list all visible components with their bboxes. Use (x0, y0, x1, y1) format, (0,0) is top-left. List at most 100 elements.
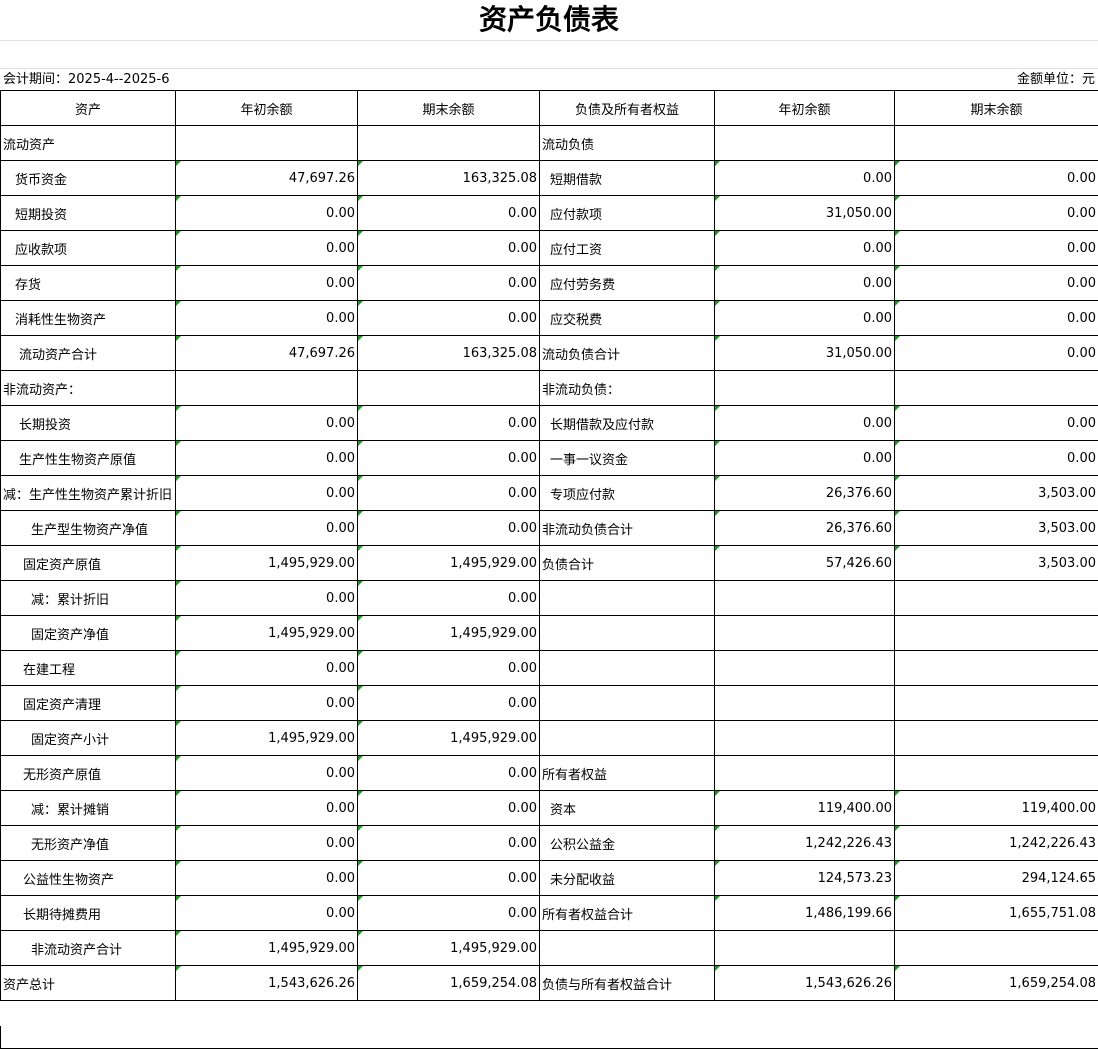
header-cell: 资产 (0, 90, 176, 126)
amount-cell: 124,573.23 (714, 860, 895, 896)
label-cell: 短期借款 (539, 160, 715, 196)
amount-cell: 0.00 (894, 230, 1098, 266)
label-cell: 存货 (0, 265, 176, 301)
amount-cell: 1,242,226.43 (894, 825, 1098, 861)
amount-cell: 0.00 (357, 405, 540, 441)
amount-cell (894, 125, 1098, 161)
amount-cell: 47,697.26 (175, 335, 358, 371)
amount-cell: 1,495,929.00 (175, 615, 358, 651)
label-cell (539, 720, 715, 756)
label-cell: 应付工资 (539, 230, 715, 266)
amount-cell: 0.00 (175, 860, 358, 896)
blank-row (0, 1026, 1098, 1049)
label-cell: 负债与所有者权益合计 (539, 965, 715, 1001)
data-row: 在建工程 0.00 0.00 (0, 650, 1098, 686)
label-cell: 消耗性生物资产 (0, 300, 176, 336)
header-cell: 期末余额 (894, 90, 1098, 126)
amount-cell: 0.00 (357, 755, 540, 791)
amount-cell: 119,400.00 (894, 790, 1098, 826)
label-cell: 公积公益金 (539, 825, 715, 861)
amount-cell (894, 615, 1098, 651)
data-row: 资产总计 1,543,626.26 1,659,254.08 负债与所有者权益合计 1,… (0, 965, 1098, 1001)
label-cell: 未分配收益 (539, 860, 715, 896)
label-cell: 所有者权益 (539, 755, 715, 791)
amount-cell: 119,400.00 (714, 790, 895, 826)
label-cell: 货币资金 (0, 160, 176, 196)
data-row: 短期投资 0.00 0.00 应付款项 31,050.00 0.00 (0, 195, 1098, 231)
amount-cell (357, 370, 540, 406)
amount-cell: 1,495,929.00 (357, 615, 540, 651)
amount-cell: 1,659,254.08 (357, 965, 540, 1001)
amount-cell: 57,426.60 (714, 545, 895, 581)
amount-cell: 0.00 (357, 195, 540, 231)
label-cell: 资产总计 (0, 965, 176, 1001)
amount-cell (894, 930, 1098, 966)
header-cell: 年初余额 (175, 90, 358, 126)
label-cell: 负债合计 (539, 545, 715, 581)
label-cell (539, 615, 715, 651)
data-row: 非流动资产合计 1,495,929.00 1,495,929.00 (0, 930, 1098, 966)
header-cell: 期末余额 (357, 90, 540, 126)
amount-cell (714, 720, 895, 756)
label-cell: 固定资产原值 (0, 545, 176, 581)
label-cell: 固定资产小计 (0, 720, 176, 756)
amount-cell: 0.00 (357, 300, 540, 336)
amount-cell: 1,495,929.00 (357, 545, 540, 581)
amount-cell: 0.00 (175, 650, 358, 686)
label-cell: 长期借款及应付款 (539, 405, 715, 441)
unit: 金额单位：元 (1016, 72, 1095, 87)
data-row: 固定资产净值 1,495,929.00 1,495,929.00 (0, 615, 1098, 651)
label-cell: 流动资产 (0, 125, 176, 161)
title: 资产负债表 (0, 0, 1098, 41)
amount-cell: 26,376.60 (714, 510, 895, 546)
label-cell: 应交税费 (539, 300, 715, 336)
amount-cell: 0.00 (175, 300, 358, 336)
data-row: 无形资产净值 0.00 0.00 公积公益金 1,242,226.43 1,242,226… (0, 825, 1098, 861)
label-cell: 非流动负债： (539, 370, 715, 406)
data-row: 存货 0.00 0.00 应付劳务费 0.00 0.00 (0, 265, 1098, 301)
amount-cell: 0.00 (175, 230, 358, 266)
data-row: 减：累计摊销 0.00 0.00 资本 119,400.00 119,400.00 (0, 790, 1098, 826)
data-row: 非流动资产： 非流动负债： (0, 370, 1098, 406)
amount-cell (714, 580, 895, 616)
amount-cell: 1,495,929.00 (175, 720, 358, 756)
header-row: 资产 年初余额 期末余额 负债及所有者权益 年初余额 期末余额 (0, 90, 1098, 126)
label-cell: 所有者权益合计 (539, 895, 715, 931)
label-cell (539, 580, 715, 616)
data-row: 消耗性生物资产 0.00 0.00 应交税费 0.00 0.00 (0, 300, 1098, 336)
amount-cell: 0.00 (714, 405, 895, 441)
amount-cell: 0.00 (714, 440, 895, 476)
info-row: 会计期间：2025-4--2025-6 金额单位：元 (0, 68, 1098, 91)
label-cell: 在建工程 (0, 650, 176, 686)
label-cell: 非流动负债合计 (539, 510, 715, 546)
amount-cell (357, 125, 540, 161)
label-cell: 专项应付款 (539, 475, 715, 511)
amount-cell (894, 755, 1098, 791)
amount-cell: 0.00 (357, 580, 540, 616)
amount-cell: 0.00 (175, 440, 358, 476)
amount-cell: 1,495,929.00 (357, 720, 540, 756)
data-row: 无形资产原值 0.00 0.00 所有者权益 (0, 755, 1098, 791)
amount-cell: 31,050.00 (714, 195, 895, 231)
amount-cell: 0.00 (357, 895, 540, 931)
label-cell (539, 930, 715, 966)
label-cell: 固定资产净值 (0, 615, 176, 651)
amount-cell: 0.00 (357, 650, 540, 686)
amount-cell (714, 125, 895, 161)
amount-cell: 163,325.08 (357, 335, 540, 371)
amount-cell (714, 650, 895, 686)
label-cell (539, 650, 715, 686)
amount-cell: 1,495,929.00 (357, 930, 540, 966)
data-row: 减：累计折旧 0.00 0.00 (0, 580, 1098, 616)
header-cell: 年初余额 (714, 90, 895, 126)
amount-cell: 1,486,199.66 (714, 895, 895, 931)
period: 会计期间：2025-4--2025-6 (3, 72, 170, 87)
amount-cell: 0.00 (894, 300, 1098, 336)
label-cell: 长期投资 (0, 405, 176, 441)
amount-cell: 0.00 (714, 230, 895, 266)
amount-cell (894, 650, 1098, 686)
amount-cell (175, 370, 358, 406)
amount-cell: 0.00 (357, 230, 540, 266)
amount-cell: 1,495,929.00 (175, 545, 358, 581)
